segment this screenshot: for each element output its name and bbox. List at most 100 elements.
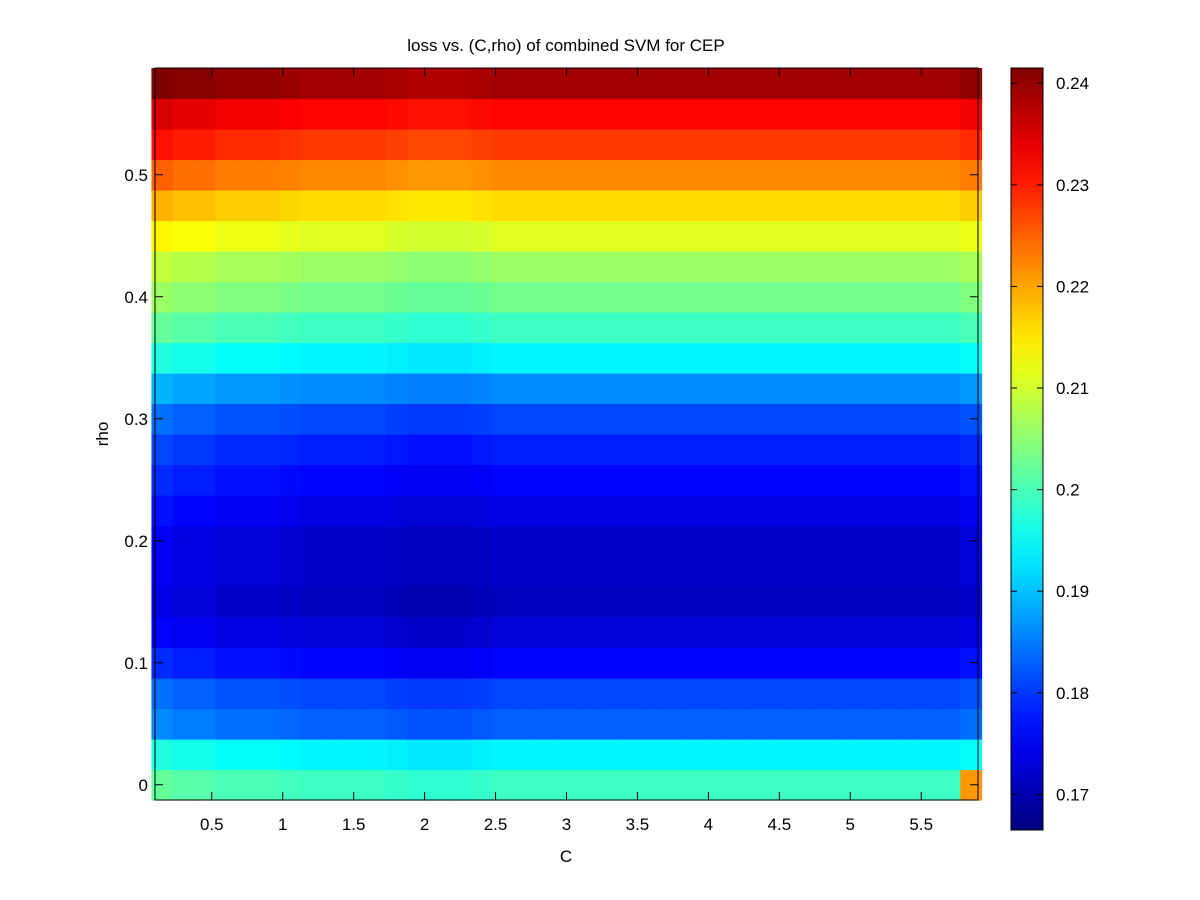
heatmap-cell [236,159,259,191]
heatmap-cell [811,556,834,588]
heatmap-cell [789,129,812,161]
heatmap-cell [300,647,323,679]
heatmap-cell [726,617,749,649]
heatmap-cell [343,403,365,435]
heatmap-cell [853,159,876,191]
heatmap-cell [257,464,280,496]
heatmap-cell [768,525,791,557]
heatmap-cell [534,68,557,100]
heatmap-cell [321,190,344,222]
heatmap-cell [577,525,600,557]
heatmap-cell [534,678,557,710]
heatmap-cell [853,495,876,527]
heatmap-cell [385,434,408,466]
heatmap-cell [960,739,983,771]
heatmap-cell [683,495,706,527]
heatmap-cell [726,464,749,496]
heatmap-cell [598,769,621,801]
heatmap-cell [428,647,451,679]
heatmap-cell [768,556,791,588]
heatmap-cell [300,68,323,100]
heatmap-cell [279,647,302,679]
heatmap-cell [960,220,983,252]
heatmap-cell [896,312,919,344]
heatmap-cell [598,708,621,740]
x-axis-label: C [560,847,572,866]
heatmap-cell [789,220,812,252]
heatmap-cell [449,373,472,405]
heatmap-cell [513,464,536,496]
heatmap-cell [428,495,451,527]
heatmap-cell [598,68,621,100]
heatmap-cell [385,525,408,557]
heatmap-cell [619,403,642,435]
heatmap-cell [960,617,983,649]
heatmap-cell [832,586,855,618]
heatmap-cell [598,647,621,679]
heatmap-cell [470,220,493,252]
heatmap-cell [215,98,238,130]
heatmap-cell [768,403,791,435]
heatmap-cell [726,98,749,130]
heatmap-cell [534,739,557,771]
heatmap-cell [938,678,961,710]
heatmap-cell [789,281,812,313]
heatmap-cell [364,556,387,588]
heatmap-cell [492,220,514,252]
heatmap-cell [172,373,195,405]
heatmap-cell [236,769,259,801]
heatmap-cell [151,312,174,344]
heatmap-cell [513,617,536,649]
heatmap-cell [321,769,344,801]
heatmap-cell [236,373,259,405]
heatmap-cell [747,769,770,801]
heatmap-cell [747,129,770,161]
heatmap-cell [172,434,195,466]
heatmap-cell [768,98,791,130]
heatmap-cell [747,342,770,374]
heatmap-cell [896,556,919,588]
heatmap-cell [172,708,195,740]
heatmap-cell [428,190,451,222]
heatmap-cell [449,495,472,527]
heatmap-cell [704,769,727,801]
heatmap-cell [321,129,344,161]
heatmap-cell [406,678,429,710]
heatmap-cell [194,739,216,771]
heatmap-cell [811,312,834,344]
heatmap-cell [492,556,514,588]
heatmap-cell [917,586,940,618]
heatmap-cell [853,373,876,405]
heatmap-cell [789,647,812,679]
heatmap-cell [364,98,387,130]
heatmap-cell [364,647,387,679]
heatmap-cell [662,495,685,527]
heatmap-cell [683,464,706,496]
heatmap-cell [321,464,344,496]
heatmap-cell [896,434,919,466]
heatmap-cell [832,708,855,740]
heatmap-cell [853,647,876,679]
heatmap-cell [747,464,770,496]
heatmap-cell [428,739,451,771]
heatmap-cell [619,129,642,161]
heatmap-cell [789,342,812,374]
heatmap-cell [747,312,770,344]
colorbar-tick-label: 0.21 [1056,379,1089,398]
heatmap-cell [683,525,706,557]
y-tick-label: 0.3 [124,410,148,429]
heatmap-cell [917,617,940,649]
heatmap-cell [789,586,812,618]
heatmap-cell [470,708,493,740]
heatmap-cell [704,434,727,466]
heatmap-cell [406,434,429,466]
heatmap-cell [236,678,259,710]
heatmap-cell [406,525,429,557]
heatmap-cell [768,251,791,283]
heatmap-cell [215,68,238,100]
heatmap-cell [960,434,983,466]
heatmap-cell [577,769,600,801]
heatmap-cell [619,434,642,466]
heatmap-cell [406,739,429,771]
heatmap-cell [960,251,983,283]
